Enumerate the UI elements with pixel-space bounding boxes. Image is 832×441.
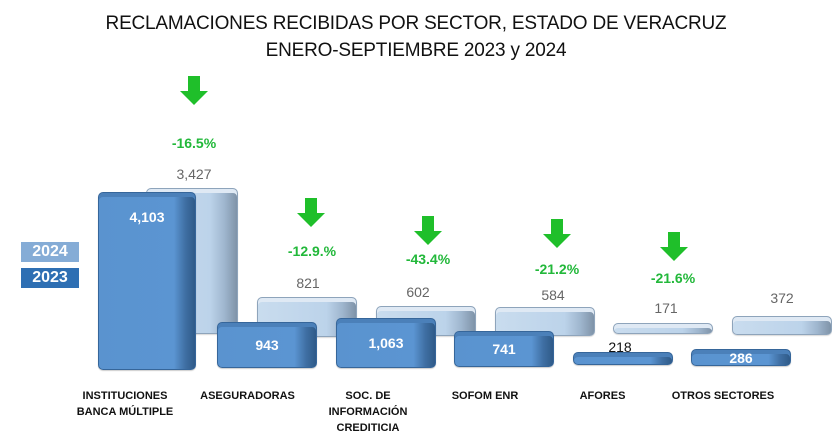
value-2023-label: 218 — [608, 339, 632, 355]
bar-2023-sofom-enr: 741 — [454, 331, 554, 367]
pct-change-label: -21.2% — [534, 261, 580, 277]
pct-change-label: -12.9.% — [287, 243, 337, 259]
value-2023-label: 943 — [255, 337, 279, 353]
legend-2024: 2024 — [21, 242, 79, 262]
category-label-afores: AFORES — [579, 390, 626, 402]
bar-2023-aseguradoras: 943 — [217, 322, 317, 368]
chart-subtitle: ENERO-SEPTIEMBRE 2023 y 2024 — [265, 40, 567, 61]
value-2023-label: 741 — [492, 341, 516, 357]
pct-change-label: -21.6% — [650, 270, 696, 286]
down-arrow-icon — [297, 198, 325, 228]
down-arrow-icon — [660, 232, 688, 262]
value-2024-label: 171 — [654, 300, 678, 316]
bar-2023-soc-info-crediticia: 1,063 — [336, 318, 436, 368]
value-2023-label: 1,063 — [368, 335, 404, 351]
value-2024-label: 602 — [406, 284, 430, 300]
category-label-sofom: SOFOM ENR — [451, 390, 519, 402]
bar-2023-afores — [573, 352, 673, 365]
down-arrow-icon — [543, 219, 571, 249]
bar-2024-afores — [613, 323, 713, 334]
legend-2023: 2023 — [21, 268, 79, 288]
value-2024-label: 584 — [541, 287, 565, 303]
value-2023-label: 4,103 — [129, 209, 165, 225]
down-arrow-icon — [180, 76, 208, 106]
down-arrow-icon — [414, 216, 442, 246]
value-2024-label: 372 — [770, 290, 794, 306]
bar-2023-otros: 286 — [691, 349, 791, 366]
category-label-aseguradoras: ASEGURADORAS — [200, 390, 295, 402]
pct-change-label: -43.4% — [405, 251, 451, 267]
bar-2024-otros — [732, 316, 832, 335]
category-label-banca: INSTITUCIONES BANCA MÚLTIPLE — [76, 390, 174, 418]
value-2024-label: 3,427 — [176, 166, 212, 182]
category-label-otros: OTROS SECTORES — [671, 390, 775, 402]
chart-title: RECLAMACIONES RECIBIDAS POR SECTOR, ESTA… — [105, 13, 727, 34]
bar-2023-banca: 4,103 — [98, 192, 196, 370]
value-2023-label: 286 — [729, 350, 753, 366]
value-2024-label: 821 — [296, 275, 320, 291]
pct-change-label: -16.5% — [171, 135, 217, 151]
category-label-soc-info-crediticia: SOC. DE INFORMACIÓN CREDITICIA — [328, 390, 408, 434]
